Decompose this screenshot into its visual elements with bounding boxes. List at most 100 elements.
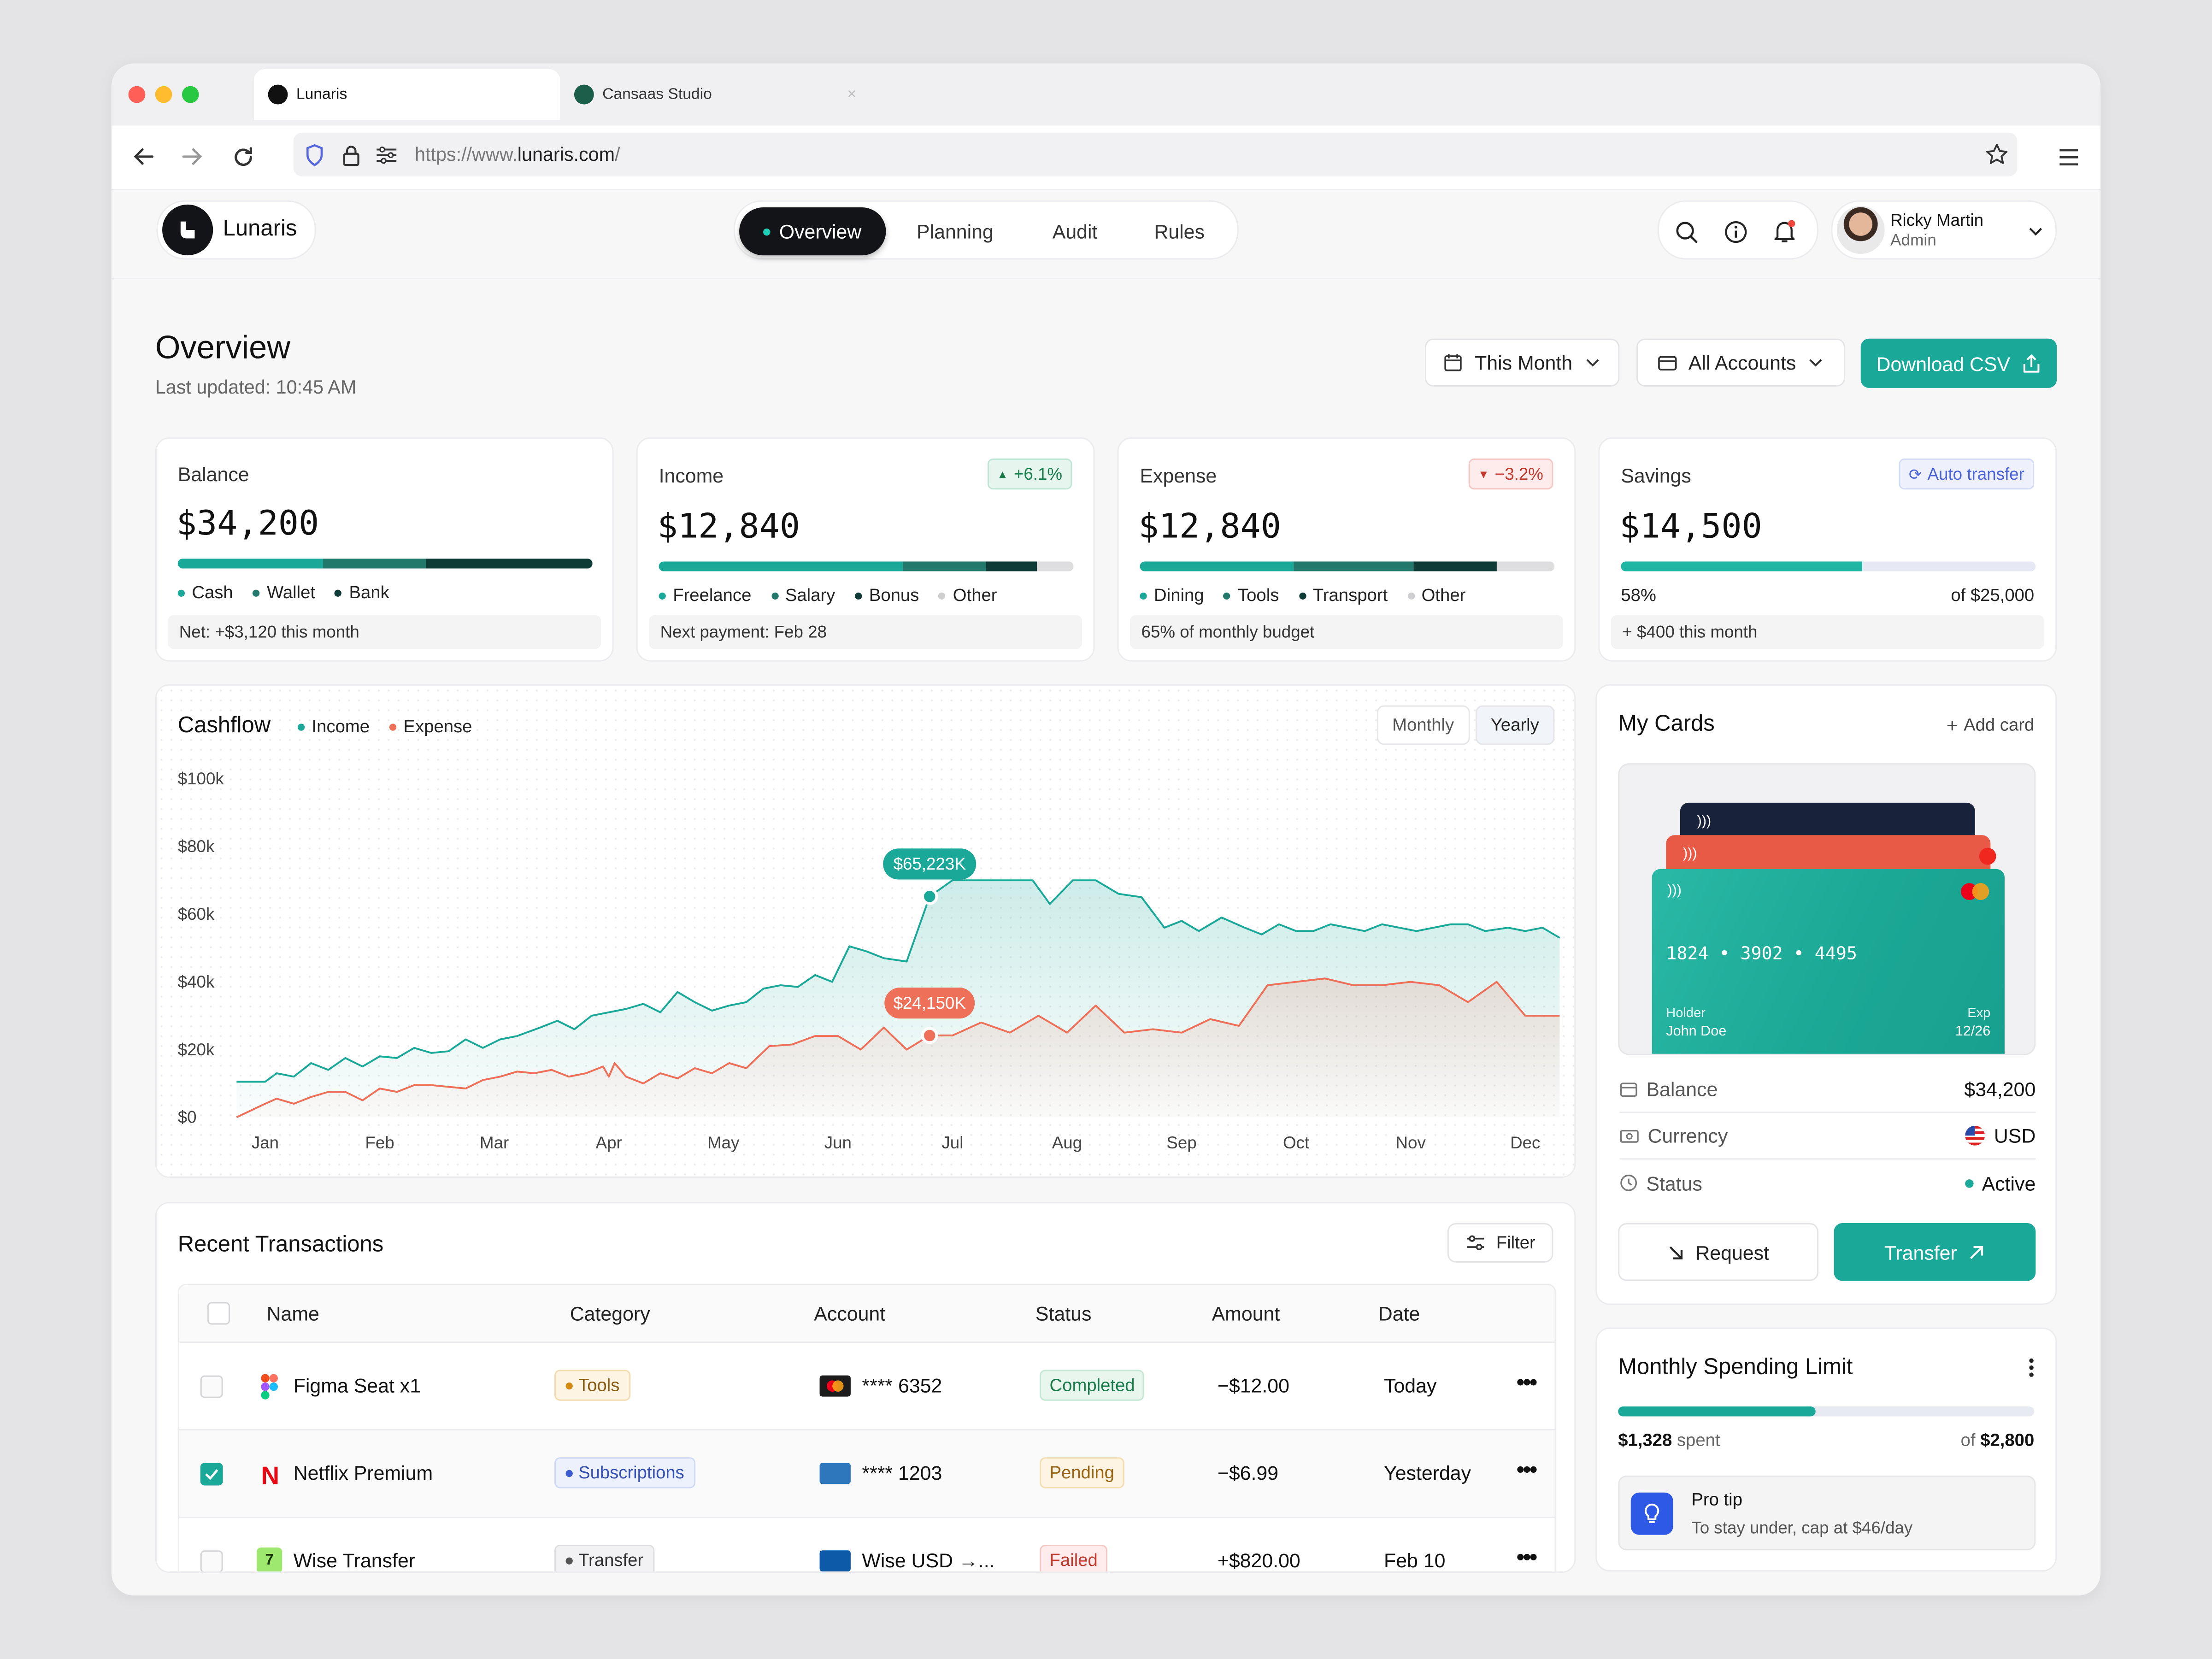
row-checkbox[interactable] <box>200 1375 223 1398</box>
legend-expense-label: Expense <box>403 717 472 736</box>
user-menu[interactable]: Ricky Martin Admin <box>1831 200 2057 260</box>
add-card-label: Add card <box>1964 715 2035 735</box>
close-window-button[interactable] <box>128 86 146 103</box>
savings-progress-track <box>1621 561 2036 571</box>
add-card-button[interactable]: + Add card <box>1947 714 2034 736</box>
forward-icon[interactable] <box>179 144 205 169</box>
row-checkbox[interactable] <box>200 1463 223 1486</box>
reload-icon[interactable] <box>230 144 255 169</box>
col-account[interactable]: Account <box>814 1302 886 1325</box>
maximize-window-button[interactable] <box>182 86 199 103</box>
browser-menu-icon[interactable] <box>2055 144 2081 169</box>
split-segment <box>1140 561 1294 571</box>
nav-planning[interactable]: Planning <box>897 207 1013 255</box>
transfer-button[interactable]: Transfer <box>1834 1223 2036 1281</box>
income-legend: Freelance Salary Bonus Other <box>659 585 997 605</box>
accounts-select[interactable]: All Accounts <box>1636 338 1846 387</box>
lock-icon[interactable] <box>341 143 361 166</box>
card-stack: ))) ))) ))) 1824 • 3902 • 4495 Holder Jo… <box>1618 763 2036 1055</box>
info-icon[interactable] <box>1721 217 1749 245</box>
category-label: Tools <box>578 1375 620 1395</box>
download-csv-button[interactable]: Download CSV <box>1860 338 2057 388</box>
url-domain: lunaris.com <box>517 144 615 165</box>
split-segment <box>903 561 987 571</box>
col-category[interactable]: Category <box>570 1302 650 1325</box>
nav-overview[interactable]: Overview <box>739 207 886 256</box>
col-date[interactable]: Date <box>1378 1302 1420 1325</box>
total-value: $2,800 <box>1980 1430 2035 1450</box>
col-amount[interactable]: Amount <box>1212 1302 1280 1325</box>
more-icon[interactable]: ••• <box>1516 1546 1537 1571</box>
site-settings-icon[interactable] <box>375 145 398 165</box>
cansaas-favicon-icon <box>574 84 594 105</box>
savings-target: of $25,000 <box>1951 585 2035 606</box>
plus-icon: + <box>1946 713 1958 736</box>
income-note: Next payment: Feb 28 <box>649 615 1082 649</box>
income-tooltip-bg <box>883 848 977 880</box>
card-currency-row: Currency USD <box>1619 1113 2036 1160</box>
bookmark-star-icon[interactable] <box>1985 142 2009 166</box>
nav-audit[interactable]: Audit <box>1033 207 1118 255</box>
table-row[interactable]: 7 Wise Transfer Transfer Wise USD →... F… <box>179 1516 1555 1572</box>
legend-item: Bank <box>335 582 389 602</box>
active-dot <box>764 228 771 235</box>
card-front[interactable]: ))) 1824 • 3902 • 4495 Holder John Doe E… <box>1652 869 2005 1054</box>
download-label: Download CSV <box>1876 352 2011 375</box>
table-header: Name Category Account Status Amount Date <box>179 1285 1555 1342</box>
balance-card: Balance $34,200 Cash Wallet Bank Net: +$3,… <box>155 437 614 662</box>
brand[interactable]: Lunaris <box>156 200 316 260</box>
col-status[interactable]: Status <box>1035 1302 1092 1325</box>
header-divider <box>111 278 2101 280</box>
select-all-checkbox[interactable] <box>207 1302 230 1325</box>
request-button[interactable]: Request <box>1618 1223 1818 1281</box>
filter-button[interactable]: Filter <box>1447 1223 1553 1263</box>
spent-label: spent <box>1677 1430 1720 1450</box>
legend-item: Wallet <box>253 582 315 602</box>
period-select[interactable]: This Month <box>1424 338 1620 387</box>
more-vertical-icon[interactable] <box>2029 1357 2035 1377</box>
savings-card: Savings ⟳ Auto transfer $14,500 58% of $2… <box>1598 437 2057 662</box>
shield-icon[interactable] <box>305 143 324 166</box>
browser-tab-lunaris[interactable]: Lunaris <box>254 69 560 120</box>
browser-window: Lunaris Cansaas Studio × https://www.lun… <box>111 63 2101 1596</box>
x-tick-label: Jan <box>252 1133 279 1152</box>
y-tick-label: $100k <box>178 769 224 788</box>
browser-tab-cansaas[interactable]: Cansaas Studio × <box>560 69 856 120</box>
balance-note: Net: +$3,120 this month <box>168 615 601 649</box>
legend-item: Tools <box>1224 585 1279 605</box>
last-updated: Last updated: 10:45 AM <box>155 377 357 398</box>
x-tick-label: Nov <box>1396 1133 1426 1152</box>
split-segment <box>177 559 323 569</box>
url-field[interactable]: https://www.lunaris.com/ <box>293 132 2018 176</box>
minimize-window-button[interactable] <box>155 86 172 103</box>
x-tick-label: Feb <box>365 1133 394 1152</box>
category-badge: Tools <box>554 1370 631 1401</box>
row-date: Today <box>1384 1374 1437 1397</box>
row-name: Wise Transfer <box>293 1549 416 1572</box>
table-row[interactable]: Figma Seat x1 Tools **** 6352 Completed … <box>179 1341 1555 1429</box>
back-icon[interactable] <box>131 144 157 169</box>
col-name[interactable]: Name <box>266 1302 319 1325</box>
row-amount: −$6.99 <box>1217 1461 1279 1484</box>
exp-label: Exp <box>1967 1006 1991 1022</box>
close-tab-icon[interactable]: × <box>847 86 857 103</box>
toggle-monthly[interactable]: Monthly <box>1377 705 1470 745</box>
legend-item: Cash <box>177 582 233 602</box>
row-checkbox[interactable] <box>200 1550 223 1572</box>
table-row[interactable]: N Netflix Premium Subscriptions **** 120… <box>179 1429 1555 1517</box>
legend-item: Bonus <box>855 585 919 605</box>
my-cards-title: My Cards <box>1618 712 1715 736</box>
more-icon[interactable]: ••• <box>1516 1371 1537 1395</box>
notification-bell-icon[interactable] <box>1771 217 1799 245</box>
mastercard-logo-icon <box>1961 883 1989 900</box>
category-label: Subscriptions <box>578 1463 684 1483</box>
transactions-title: Recent Transactions <box>177 1233 384 1257</box>
toggle-yearly[interactable]: Yearly <box>1475 705 1555 745</box>
search-icon[interactable] <box>1672 217 1700 245</box>
card-number: 1824 • 3902 • 4495 <box>1666 942 1857 964</box>
income-split-bar <box>659 561 1074 571</box>
auto-transfer-badge[interactable]: ⟳ Auto transfer <box>1899 458 2035 490</box>
nav-rules[interactable]: Rules <box>1137 207 1222 255</box>
more-icon[interactable]: ••• <box>1516 1459 1537 1483</box>
savings-percent: 58% <box>1621 585 1656 606</box>
